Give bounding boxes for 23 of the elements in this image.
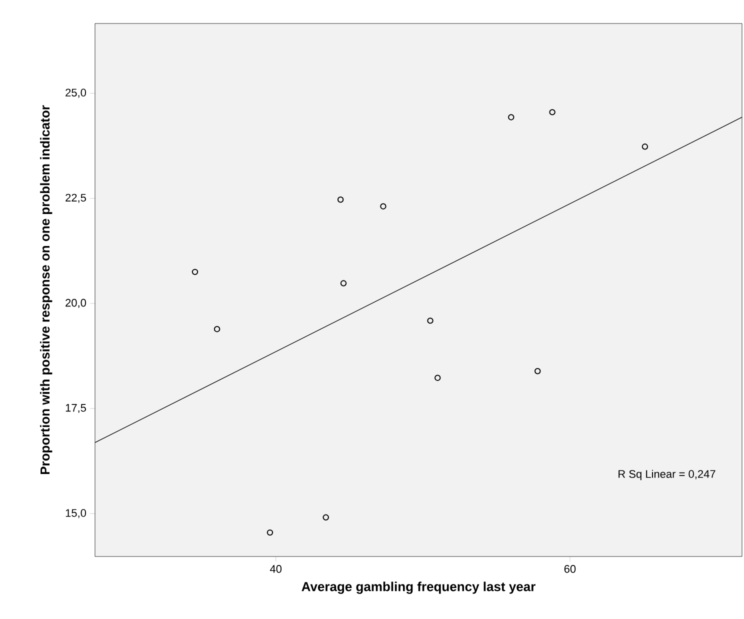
point	[322, 514, 329, 521]
point	[340, 280, 347, 286]
y-tick-label: 25,0	[66, 88, 86, 98]
point	[214, 326, 220, 332]
y-tick-label: 17,5	[66, 404, 86, 414]
point	[380, 203, 386, 210]
annotation: R Sq Linear = 0,247	[618, 470, 716, 480]
point	[508, 114, 514, 120]
point	[642, 144, 648, 150]
y-tick-label: 15,0	[66, 509, 86, 518]
point	[337, 196, 344, 203]
y-axis-title: Proportion with positive response on one problem indicator	[40, 105, 52, 474]
point	[549, 109, 556, 116]
point	[266, 529, 274, 536]
y-tick-label: 20,0	[66, 298, 86, 308]
point	[427, 318, 434, 324]
y-tick-label: 22,5	[66, 194, 86, 203]
point	[434, 374, 441, 381]
x-axis-title: Average gambling frequency last year	[302, 582, 536, 594]
point	[534, 368, 541, 374]
point	[192, 268, 198, 276]
x-tick-label: 40	[270, 565, 282, 573]
x-tick-label: 60	[564, 565, 576, 573]
